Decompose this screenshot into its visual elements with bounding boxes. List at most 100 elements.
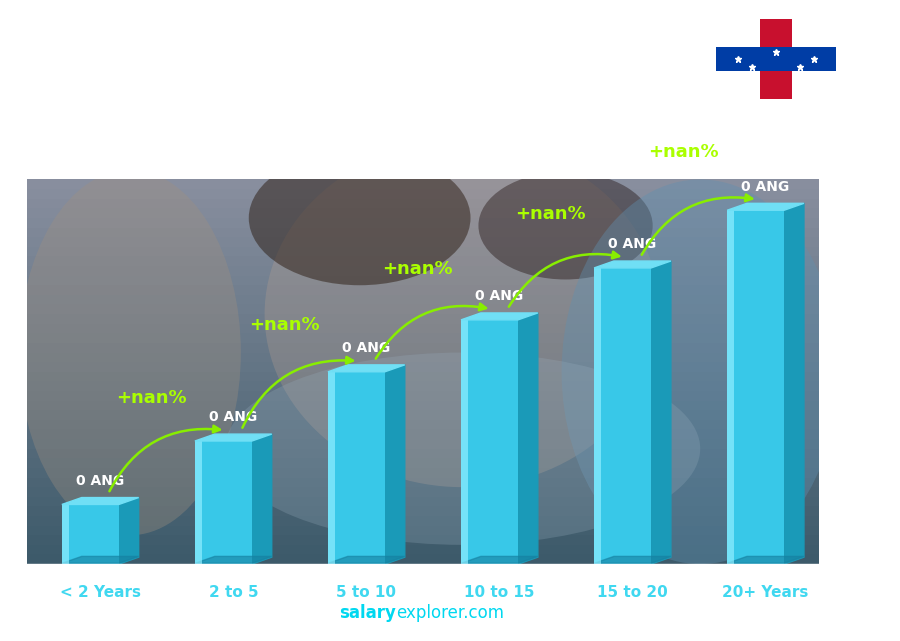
Polygon shape	[62, 497, 139, 504]
Bar	[27, 179, 819, 189]
Text: 0 ANG: 0 ANG	[76, 474, 124, 488]
Bar	[62, 504, 119, 564]
Ellipse shape	[225, 353, 700, 545]
Bar	[27, 439, 819, 449]
Bar	[27, 497, 819, 506]
Bar	[716, 47, 836, 71]
Polygon shape	[784, 203, 804, 564]
Ellipse shape	[562, 179, 839, 564]
Bar	[27, 449, 819, 458]
Bar	[727, 210, 734, 564]
Text: +nan%: +nan%	[515, 204, 585, 222]
Polygon shape	[328, 556, 405, 563]
Polygon shape	[461, 313, 538, 320]
Bar	[461, 320, 468, 564]
Bar	[62, 504, 68, 564]
Text: 0 ANG: 0 ANG	[742, 179, 789, 194]
Bar	[27, 487, 819, 497]
Bar	[27, 199, 819, 208]
Bar	[195, 441, 202, 564]
Bar	[27, 285, 819, 295]
Bar	[27, 343, 819, 353]
Text: 0 ANG: 0 ANG	[608, 237, 657, 251]
Bar	[27, 506, 819, 516]
Polygon shape	[594, 556, 670, 563]
Polygon shape	[727, 556, 804, 563]
Bar	[27, 256, 819, 266]
Text: 15 to 20: 15 to 20	[597, 585, 668, 600]
Text: +nan%: +nan%	[115, 389, 186, 407]
Bar	[27, 228, 819, 237]
Bar	[27, 276, 819, 285]
Bar	[594, 268, 651, 564]
Bar	[27, 189, 819, 199]
Bar	[27, 526, 819, 535]
Polygon shape	[461, 556, 538, 563]
Bar	[328, 372, 335, 564]
Ellipse shape	[19, 170, 241, 535]
Bar	[27, 420, 819, 429]
Bar	[727, 210, 784, 564]
Text: +nan%: +nan%	[248, 316, 320, 334]
Bar	[328, 372, 385, 564]
Bar	[27, 218, 819, 228]
Polygon shape	[195, 434, 272, 441]
Text: 5 to 10: 5 to 10	[337, 585, 396, 600]
Bar	[27, 304, 819, 314]
Bar	[27, 554, 819, 564]
Ellipse shape	[248, 151, 471, 285]
Polygon shape	[62, 556, 139, 563]
Bar	[27, 468, 819, 478]
Polygon shape	[119, 497, 139, 564]
Bar	[27, 266, 819, 276]
Text: salary: salary	[339, 604, 396, 622]
Text: Average Monthly Salary: Average Monthly Salary	[865, 297, 878, 446]
Bar	[27, 381, 819, 391]
Bar	[27, 333, 819, 343]
Bar	[760, 19, 792, 99]
Text: 2 to 5: 2 to 5	[209, 585, 258, 600]
Text: Licensed Practical Nurse (LPN): Licensed Practical Nurse (LPN)	[36, 67, 375, 87]
Bar	[27, 362, 819, 372]
Text: 20+ Years: 20+ Years	[723, 585, 809, 600]
Polygon shape	[385, 365, 405, 564]
Text: +nan%: +nan%	[382, 260, 453, 278]
Bar	[27, 372, 819, 381]
Text: explorer.com: explorer.com	[396, 604, 504, 622]
Bar	[27, 535, 819, 545]
Bar	[594, 268, 601, 564]
Bar	[27, 208, 819, 218]
Polygon shape	[195, 556, 272, 563]
Bar	[195, 441, 252, 564]
Bar	[27, 324, 819, 333]
Text: 0 ANG: 0 ANG	[475, 289, 524, 303]
Ellipse shape	[479, 172, 652, 279]
Polygon shape	[594, 261, 670, 268]
Bar	[27, 458, 819, 468]
Bar	[27, 314, 819, 324]
Polygon shape	[727, 203, 804, 210]
Bar	[27, 295, 819, 304]
Text: 0 ANG: 0 ANG	[209, 410, 257, 424]
Bar	[461, 320, 518, 564]
Bar	[27, 237, 819, 247]
Text: < 2 Years: < 2 Years	[59, 585, 140, 600]
Polygon shape	[328, 365, 405, 372]
Polygon shape	[651, 261, 670, 564]
Bar	[27, 401, 819, 410]
Text: 10 to 15: 10 to 15	[464, 585, 535, 600]
Polygon shape	[518, 313, 538, 564]
Ellipse shape	[265, 141, 661, 487]
Polygon shape	[252, 434, 272, 564]
Bar	[27, 516, 819, 526]
Bar	[27, 410, 819, 420]
Bar	[27, 391, 819, 401]
Bar	[27, 247, 819, 256]
Text: 0 ANG: 0 ANG	[342, 341, 391, 355]
Bar	[27, 353, 819, 362]
Bar	[27, 429, 819, 439]
Text: +nan%: +nan%	[648, 143, 718, 161]
Bar	[27, 478, 819, 487]
Text: Salary Comparison By Experience: Salary Comparison By Experience	[36, 22, 720, 56]
Bar	[27, 545, 819, 554]
